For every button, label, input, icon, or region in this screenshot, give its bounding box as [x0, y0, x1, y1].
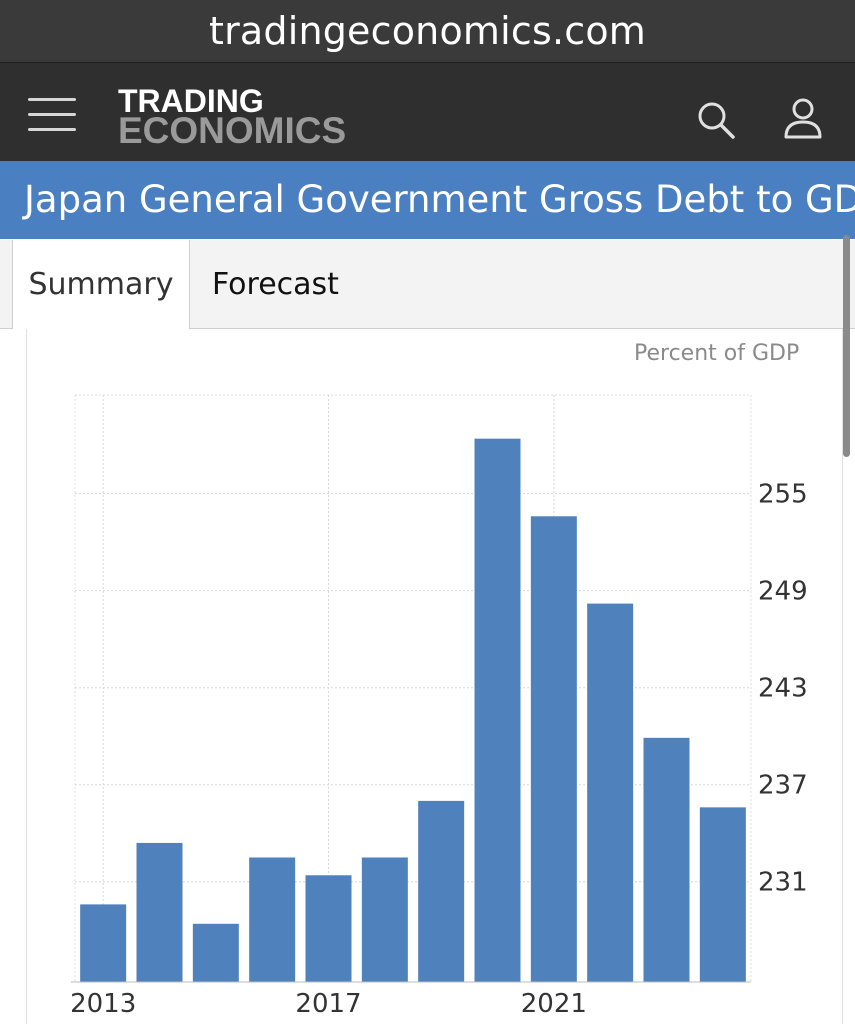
logo-line-economics: ECONOMICS: [118, 110, 347, 151]
logo-line-trading: TRADING: [118, 83, 264, 119]
y-tick-label: 237: [758, 771, 808, 801]
browser-url-bar[interactable]: tradingeconomics.com: [0, 0, 855, 63]
page-title-band: Japan General Government Gross Debt to G…: [0, 161, 855, 239]
tab-forecast[interactable]: Forecast: [212, 266, 339, 302]
chart-unit-label: Percent of GDP: [634, 341, 800, 366]
x-tick-label: 2021: [521, 989, 587, 1019]
user-icon[interactable]: [782, 97, 824, 141]
bar-2014: [136, 842, 183, 982]
bar-2019: [418, 800, 465, 982]
y-tick-label: 255: [758, 480, 808, 510]
bar-2017: [305, 875, 352, 982]
y-tick-label: 243: [758, 674, 808, 704]
page-scrollbar[interactable]: [843, 235, 850, 457]
bar-2016: [249, 857, 296, 982]
bar-2023: [643, 737, 690, 982]
top-navigation: TRADING ECONOMICS: [0, 63, 855, 161]
bar-2018: [361, 857, 408, 982]
y-tick-label: 231: [758, 868, 808, 898]
bar-2015: [192, 923, 239, 982]
bar-2022: [587, 603, 634, 982]
tab-bar: Summary Forecast: [0, 240, 855, 329]
x-tick-label: 2017: [295, 989, 361, 1019]
bar-2020: [474, 438, 521, 983]
x-tick-label: 2013: [70, 989, 136, 1019]
bar-2024: [699, 807, 746, 982]
tab-summary[interactable]: Summary: [12, 240, 190, 329]
hamburger-menu-icon[interactable]: [28, 96, 78, 134]
page-title: Japan General Government Gross Debt to G…: [24, 178, 855, 221]
bar-2021: [530, 516, 577, 982]
bar-2013: [80, 904, 127, 982]
search-icon[interactable]: [696, 100, 736, 140]
url-text: tradingeconomics.com: [208, 9, 647, 53]
trading-economics-logo[interactable]: TRADING ECONOMICS: [118, 83, 347, 151]
y-tick-label: 249: [758, 577, 808, 607]
